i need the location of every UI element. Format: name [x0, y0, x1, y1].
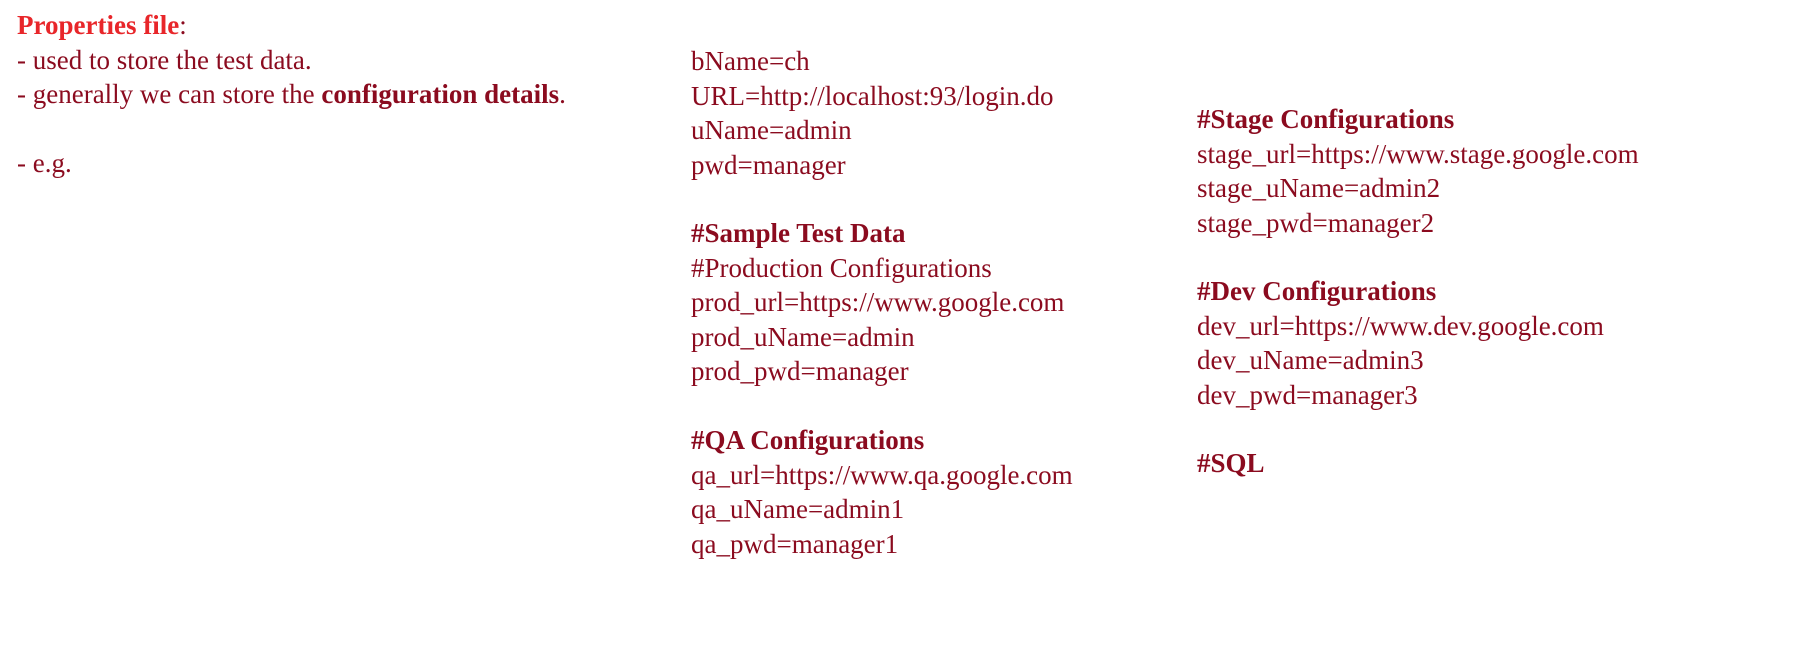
- property-block: #Stage Configurations stage_url=https://…: [1197, 102, 1639, 240]
- note: - e.g.: [17, 148, 72, 179]
- heading-title: Properties file: [17, 10, 180, 40]
- property-block: #QA Configurations qa_url=https://www.qa…: [691, 423, 1073, 561]
- property-line: dev_pwd=manager3: [1197, 379, 1418, 410]
- property-line: bName=ch: [691, 46, 810, 76]
- property-block: #Dev Configurations dev_url=https://www.…: [1197, 274, 1604, 412]
- property-block: #Sample Test Data #Production Configurat…: [691, 216, 1064, 389]
- property-line: #Production Configurations: [691, 252, 992, 283]
- heading-colon: :: [179, 10, 187, 40]
- property-block: #SQL: [1197, 446, 1265, 481]
- property-line: qa_pwd=manager1: [691, 528, 899, 559]
- heading: Properties file:: [17, 8, 566, 43]
- block-title: #SQL: [1197, 448, 1265, 478]
- property-line: dev_uName=admin3: [1197, 345, 1424, 376]
- block-title: #Dev Configurations: [1197, 276, 1437, 306]
- property-line: prod_url=https://www.google.com: [691, 287, 1065, 318]
- property-line: prod_uName=admin: [691, 321, 915, 352]
- note-bold: configuration details: [321, 79, 560, 110]
- left-column: Properties file: - used to store the tes…: [17, 8, 566, 181]
- property-line: prod_pwd=manager: [691, 356, 909, 387]
- property-line: qa_uName=admin1: [691, 494, 905, 525]
- property-block: bName=ch URL=http://localhost:93/login.d…: [691, 44, 1053, 182]
- note: - used to store the test data.: [17, 44, 312, 75]
- note-text: - generally we can store the: [17, 79, 322, 110]
- block-title: #QA Configurations: [691, 425, 925, 455]
- property-line: stage_pwd=manager2: [1197, 207, 1435, 238]
- note: - generally we can store the configurati…: [17, 77, 566, 112]
- property-line: qa_url=https://www.qa.google.com: [691, 459, 1073, 490]
- property-line: stage_url=https://www.stage.google.com: [1197, 138, 1639, 169]
- block-title: #Sample Test Data: [691, 218, 906, 248]
- note-text: .: [559, 79, 566, 110]
- block-title: #Stage Configurations: [1197, 104, 1455, 134]
- property-line: uName=admin: [691, 115, 852, 146]
- property-line: URL=http://localhost:93/login.do: [691, 80, 1054, 111]
- property-line: pwd=manager: [691, 149, 846, 180]
- property-line: stage_uName=admin2: [1197, 173, 1441, 204]
- property-line: dev_url=https://www.dev.google.com: [1197, 310, 1604, 341]
